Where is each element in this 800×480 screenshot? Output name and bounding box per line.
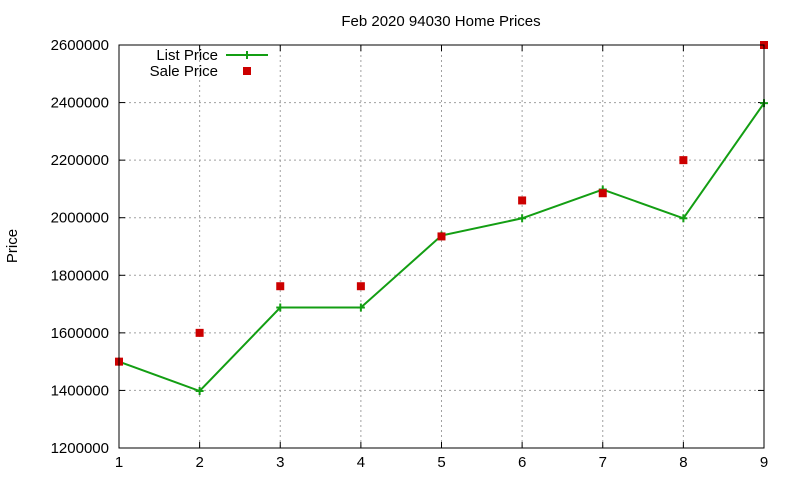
sale-price-point bbox=[356, 282, 365, 291]
y-tick-label: 1200000 bbox=[51, 440, 109, 457]
sale-price-point bbox=[437, 232, 446, 241]
x-tick-label: 8 bbox=[679, 454, 687, 471]
list-price-point bbox=[679, 214, 688, 223]
sale-price-point bbox=[679, 156, 688, 165]
legend-marker-sale-price bbox=[243, 67, 251, 75]
sale-price-point bbox=[276, 282, 285, 291]
ticks-layer: 1 2 3 4 5 6 7 8 9 1200000 1400000 1600000 1800000 200… bbox=[51, 37, 769, 471]
x-tick-label: 9 bbox=[760, 454, 768, 471]
y-tick-label: 2400000 bbox=[51, 95, 109, 112]
legend-marker-list-price bbox=[243, 51, 251, 59]
x-tick-label: 1 bbox=[115, 454, 123, 471]
list-price-point bbox=[276, 303, 285, 312]
legend-label-list-price: List Price bbox=[156, 47, 218, 64]
grid-layer bbox=[119, 45, 764, 448]
x-tick-label: 2 bbox=[195, 454, 203, 471]
y-tick-label: 2200000 bbox=[51, 152, 109, 169]
sale-price-point bbox=[598, 189, 607, 198]
y-tick-label: 1400000 bbox=[51, 382, 109, 399]
list-price-point bbox=[518, 214, 527, 223]
sale-price-point bbox=[195, 328, 204, 337]
x-tick-label: 4 bbox=[357, 454, 365, 471]
chart-title: Feb 2020 94030 Home Prices bbox=[341, 13, 540, 30]
y-axis-label: Price bbox=[4, 229, 21, 263]
sale-price-point bbox=[518, 196, 527, 205]
y-tick-label: 2600000 bbox=[51, 37, 109, 54]
y-tick-label: 1600000 bbox=[51, 325, 109, 342]
x-tick-label: 6 bbox=[518, 454, 526, 471]
list-price-point bbox=[356, 303, 365, 312]
list-price-point bbox=[195, 387, 204, 396]
y-tick-label: 2000000 bbox=[51, 210, 109, 227]
y-tick-label: 1800000 bbox=[51, 267, 109, 284]
legend-label-sale-price: Sale Price bbox=[150, 63, 218, 80]
plot-frame bbox=[118, 44, 765, 449]
x-tick-label: 5 bbox=[437, 454, 445, 471]
x-tick-label: 7 bbox=[599, 454, 607, 471]
x-tick-label: 3 bbox=[276, 454, 284, 471]
